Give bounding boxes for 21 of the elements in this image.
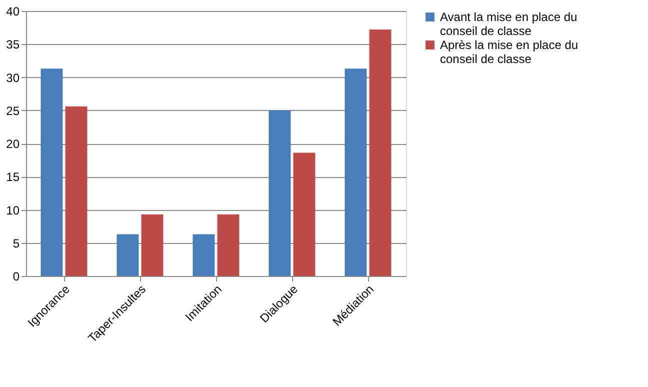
bar (141, 214, 164, 276)
y-tick-label: 30 (6, 70, 20, 85)
bar (116, 234, 139, 276)
bar (65, 106, 88, 276)
bar (268, 110, 291, 276)
y-tick-label: 0 (12, 270, 20, 284)
bar (192, 234, 215, 276)
y-tick-label: 10 (6, 203, 20, 218)
bar (344, 68, 367, 276)
bar (293, 152, 316, 276)
y-tick-label: 20 (6, 137, 20, 151)
bar (369, 30, 392, 276)
legend-label: Avant la mise en place du conseil de classe (440, 10, 578, 38)
bar (40, 68, 63, 276)
y-tick-label: 40 (6, 4, 20, 18)
bar (217, 214, 240, 276)
y-tick-label: 15 (6, 170, 20, 184)
y-tick-label: 5 (12, 236, 20, 250)
y-tick-label: 35 (6, 38, 20, 52)
y-tick-label: 25 (6, 104, 20, 118)
legend-label: Après la mise en place du conseil de classe (440, 38, 578, 66)
